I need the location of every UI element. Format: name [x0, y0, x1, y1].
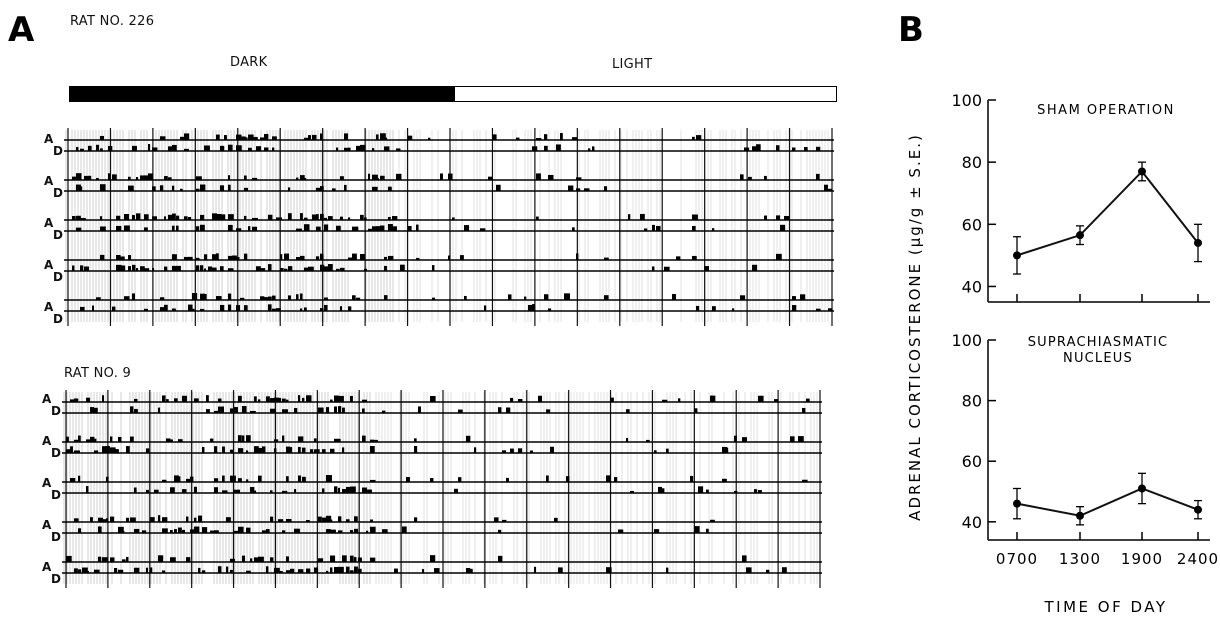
channel-a-label: A	[42, 476, 52, 490]
channel-d-label: D	[51, 530, 61, 544]
actogram-texture	[64, 128, 834, 326]
channel-d-label: D	[53, 144, 63, 158]
data-point	[1194, 505, 1202, 514]
channel-a-label: A	[44, 216, 54, 230]
panel-b-letter: B	[898, 10, 924, 50]
x-tick-label: 2400	[1177, 550, 1219, 568]
chart-title-line1: SUPRACHIASMATIC	[1028, 335, 1169, 350]
y-tick-label: 100	[951, 331, 982, 350]
channel-a-label: A	[44, 174, 54, 188]
corticosterone-charts: ADRENAL CORTICOSTERONE (μg/g ± S.E.) TIM…	[906, 91, 1219, 616]
channel-a-label: A	[44, 132, 54, 146]
y-tick-label: 40	[962, 277, 982, 296]
channel-d-label: D	[53, 228, 63, 242]
x-tick-label: 0700	[996, 550, 1038, 568]
data-point	[1076, 511, 1084, 520]
actogram-rat-9	[62, 390, 822, 588]
chart-title-line2: NUCLEUS	[1063, 351, 1133, 366]
y-tick-label: 40	[962, 513, 982, 532]
series-line	[1016, 169, 1199, 257]
channel-d-label: D	[53, 312, 63, 326]
rat-9-label: RAT NO. 9	[64, 366, 132, 381]
x-tick-label: 1300	[1059, 550, 1101, 568]
channel-d-label: D	[51, 404, 61, 418]
channel-d-label: D	[51, 446, 61, 460]
actogram-rat-226	[64, 128, 834, 326]
data-point	[1194, 238, 1202, 247]
rat-226-label: RAT NO. 226	[70, 14, 155, 29]
light-phase-bar	[454, 86, 837, 102]
y-tick-label: 100	[951, 91, 982, 110]
data-point	[1138, 484, 1146, 493]
series-line	[1016, 487, 1199, 517]
channel-d-label: D	[51, 488, 61, 502]
channel-a-label: A	[42, 434, 52, 448]
y-tick-label: 80	[962, 392, 982, 411]
channel-a-label: A	[44, 258, 54, 272]
y-tick-label: 60	[962, 215, 982, 234]
chart-title: SHAM OPERATION	[1037, 103, 1175, 118]
channel-d-label: D	[53, 186, 63, 200]
x-tick-label: 1900	[1121, 550, 1163, 568]
data-point	[1076, 231, 1084, 240]
dark-phase-bar	[69, 86, 454, 102]
y-tick-label: 80	[962, 153, 982, 172]
light-label: LIGHT	[612, 57, 653, 72]
channel-a-label: A	[42, 392, 52, 406]
channel-a-label: A	[42, 518, 52, 532]
channel-d-label: D	[53, 270, 63, 284]
chart-1: 40 60 80 100 SHAM OPERATION	[951, 91, 1210, 303]
data-point	[1013, 499, 1021, 508]
data-point	[1013, 251, 1021, 260]
actogram-texture	[62, 390, 822, 588]
channel-a-label: A	[44, 300, 54, 314]
dark-label: DARK	[230, 55, 268, 70]
channel-a-label: A	[42, 560, 52, 574]
y-tick-label: 60	[962, 452, 982, 471]
x-axis-label: TIME OF DAY	[1043, 598, 1167, 616]
data-point	[1138, 167, 1146, 176]
y-axis-label: ADRENAL CORTICOSTERONE (μg/g ± S.E.)	[906, 133, 924, 521]
channel-d-label: D	[51, 572, 61, 586]
panel-a-letter: A	[8, 10, 35, 50]
